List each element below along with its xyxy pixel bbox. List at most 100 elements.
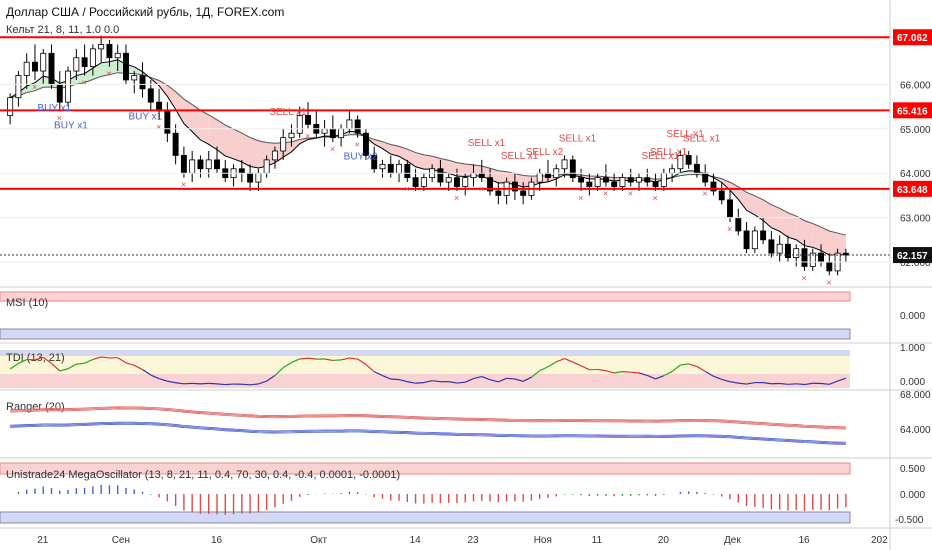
candle-body xyxy=(511,181,518,192)
candle-body xyxy=(793,248,800,258)
candle xyxy=(453,168,460,191)
candle xyxy=(553,164,560,187)
tdi-segment xyxy=(729,381,739,384)
candle-body xyxy=(106,44,113,59)
ranger-band-line xyxy=(10,406,846,428)
candle-body xyxy=(652,181,659,187)
candle xyxy=(98,35,105,63)
candle-body xyxy=(611,181,618,187)
tdi-pane: TDI (13, 21) 1.000 0.000 xyxy=(0,343,925,388)
candle-body xyxy=(768,239,775,254)
tdi-top-band xyxy=(0,350,850,356)
candle xyxy=(123,44,129,85)
time-tick-label: Ноя xyxy=(534,535,552,546)
sell-marker: × xyxy=(57,113,62,123)
candle xyxy=(743,222,750,254)
candle-body xyxy=(7,97,14,116)
candle-body xyxy=(114,52,121,59)
candle-body xyxy=(735,217,742,232)
candle-body xyxy=(462,177,469,187)
tdi-segment xyxy=(117,357,127,364)
candle-body xyxy=(495,190,502,196)
tdi-segment xyxy=(829,380,838,385)
sell-marker: × xyxy=(578,193,583,203)
tdi-segment xyxy=(680,363,689,366)
time-tick-label: 16 xyxy=(798,535,810,546)
sell-marker: × xyxy=(156,122,161,132)
candle-body xyxy=(379,163,386,170)
candle xyxy=(462,173,469,196)
buy-signal-label: BUY x1 xyxy=(129,112,163,123)
time-axis[interactable]: 21 Сен 16 Окт 14 23 Ноя 11 20 Дек 16 202 xyxy=(37,535,888,546)
candle xyxy=(412,168,419,191)
candle-body xyxy=(296,115,303,134)
candle xyxy=(760,217,767,245)
ranger-band-line xyxy=(10,407,846,429)
tdi-segment xyxy=(713,375,722,381)
tdi-segment xyxy=(605,370,615,374)
candle-body xyxy=(81,57,88,68)
candle xyxy=(7,93,14,125)
tdi-segment xyxy=(448,381,458,384)
price-tick-label: 66.000 xyxy=(900,80,931,91)
candle xyxy=(768,230,775,258)
tdi-segment xyxy=(365,364,375,373)
cloud-segment xyxy=(374,139,383,149)
candle-body xyxy=(387,163,394,174)
time-tick-label: 11 xyxy=(592,535,603,546)
candle-body xyxy=(437,168,444,183)
candle xyxy=(776,235,783,263)
candle xyxy=(271,146,278,169)
candle xyxy=(354,115,361,138)
candle-body xyxy=(669,168,676,174)
candle-body xyxy=(636,177,642,183)
indicator-legend: Кельт 21, 8, 11, 1.0 0.0 xyxy=(6,24,119,36)
tdi-segment xyxy=(125,362,135,366)
tdi-segment xyxy=(580,365,590,371)
candle xyxy=(578,168,585,191)
candle-body xyxy=(520,190,527,196)
level-tag-label: 63.648 xyxy=(897,185,928,196)
mega-upper-band xyxy=(0,462,851,475)
candle-body xyxy=(89,48,96,68)
candle-body xyxy=(445,177,452,183)
candle-body xyxy=(478,172,485,179)
tdi-segment xyxy=(175,382,184,385)
cloud-segment xyxy=(821,227,830,256)
candle-body xyxy=(15,75,22,99)
cloud-segment xyxy=(506,171,515,185)
price-axis[interactable]: 66.000 65.000 64.000 63.000 62.000 xyxy=(0,80,931,269)
candle-body xyxy=(346,119,353,130)
candle xyxy=(644,168,651,187)
candle-body xyxy=(123,52,129,81)
level-tag-label: 65.416 xyxy=(897,106,928,117)
horizontal-levels xyxy=(0,36,890,190)
candle xyxy=(40,48,47,85)
candle-body xyxy=(329,128,336,139)
sell-marker: × xyxy=(330,144,335,154)
tdi-segment xyxy=(688,363,698,367)
candle-body xyxy=(677,155,684,170)
candle-body xyxy=(371,155,378,170)
candle xyxy=(296,106,303,138)
price-tick-label: 63.000 xyxy=(900,214,931,225)
tdi-segment xyxy=(837,377,847,382)
candle xyxy=(718,182,725,205)
candle xyxy=(371,146,378,174)
sell-marker: × xyxy=(603,189,608,199)
candle xyxy=(73,48,80,80)
candle-body xyxy=(660,172,667,187)
candle xyxy=(114,44,121,72)
tdi-segment xyxy=(638,372,648,377)
tdi-segment xyxy=(473,375,482,380)
candle xyxy=(751,226,758,254)
buy-signal-label: BUY x1 xyxy=(54,121,88,132)
candle xyxy=(677,151,684,174)
candle xyxy=(602,164,609,187)
candle-body xyxy=(288,132,295,139)
sell-marker: × xyxy=(305,131,310,141)
tdi-segment xyxy=(225,383,234,386)
candle xyxy=(735,208,742,236)
msi-pane: MSI (10) 0.000 xyxy=(0,291,925,340)
candle-body xyxy=(338,128,345,139)
